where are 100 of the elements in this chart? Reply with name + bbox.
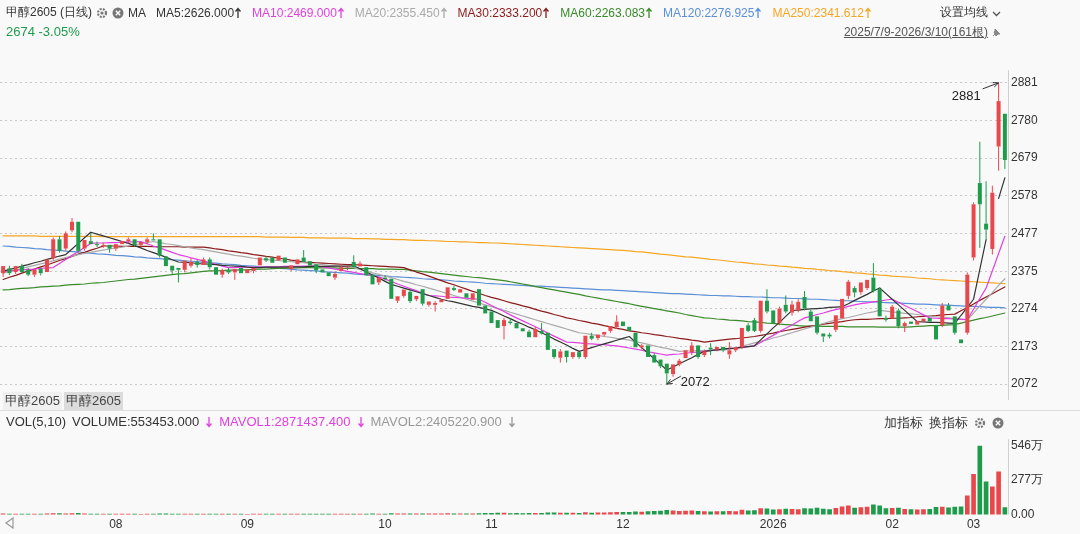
- candlestick: [101, 242, 106, 249]
- legend-label: MA250:2341.612: [772, 5, 864, 20]
- bar: [770, 509, 776, 515]
- candlestick: [414, 295, 419, 302]
- y-tick-label: 2072: [1011, 376, 1039, 391]
- legend-label: MA10:2469.000: [252, 5, 337, 20]
- candlestick: [314, 264, 319, 274]
- bar: [852, 507, 857, 515]
- candlestick: [977, 141, 982, 249]
- legend-label: MA120:2276.925: [663, 5, 755, 20]
- text: MAVOL1:2871437.400: [219, 414, 351, 429]
- candlestick: [940, 302, 945, 328]
- bar: [583, 512, 588, 515]
- candlestick: [664, 363, 669, 385]
- x-tick-label: 02: [885, 517, 900, 532]
- candlestick: [846, 279, 851, 300]
- candlestick: [1, 266, 6, 278]
- candlestick: [19, 263, 24, 273]
- candlestick: [533, 326, 538, 338]
- candlestick: [176, 267, 181, 283]
- candlestick: [833, 315, 838, 333]
- candlestick: [877, 286, 882, 317]
- candlestick: [689, 341, 694, 356]
- bar: [896, 507, 901, 515]
- candlestick: [714, 346, 719, 352]
- candlestick: [558, 348, 563, 364]
- text: 换指标: [929, 414, 968, 432]
- bar: [846, 505, 851, 515]
- candlestick: [639, 345, 644, 351]
- candlestick: [589, 332, 594, 339]
- candlestick: [88, 232, 93, 245]
- candlestick: [132, 239, 137, 248]
- candlestick: [401, 289, 406, 299]
- x-tick-label: 2026: [759, 517, 787, 532]
- candlestick: [564, 350, 569, 364]
- bar: [795, 509, 801, 515]
- x-tick-label: 09: [240, 517, 255, 532]
- bar: [777, 509, 782, 515]
- y-tick-label: 2578: [1011, 188, 1039, 203]
- chart-title: 甲醇2605 (日线): [6, 4, 93, 21]
- candlestick: [232, 269, 237, 281]
- candlestick: [289, 265, 294, 272]
- candlestick: [984, 180, 989, 240]
- candlestick: [95, 241, 100, 248]
- candlestick: [971, 201, 976, 262]
- candlestick: [783, 295, 788, 314]
- candlestick: [739, 327, 744, 350]
- candlestick: [871, 262, 876, 292]
- text: 2674 -3.05%: [6, 24, 80, 39]
- candlestick: [126, 236, 131, 244]
- candlestick: [157, 239, 162, 259]
- candlestick: [883, 315, 888, 323]
- text: 2025/7/9-2026/3/10(161根): [843, 24, 988, 41]
- candlestick: [527, 329, 532, 338]
- candlestick: [51, 236, 56, 261]
- candlestick: [188, 257, 193, 269]
- candlestick: [608, 326, 613, 334]
- x-tick-label: 11: [485, 517, 499, 532]
- candlestick: [82, 240, 87, 252]
- text: 加指标: [884, 414, 923, 432]
- candlestick: [790, 300, 794, 317]
- text: MAVOL2:2405220.900: [370, 414, 502, 429]
- annotation: 甲醇2605: [64, 392, 123, 410]
- candlestick: [420, 289, 425, 307]
- y-tick-label: 2881: [1011, 75, 1039, 90]
- bar: [833, 507, 839, 515]
- x-tick-label: 10: [378, 517, 393, 532]
- text: VOL(5,10): [6, 414, 66, 429]
- candlestick: [70, 217, 74, 233]
- candlestick: [426, 301, 431, 308]
- candlestick: [858, 282, 863, 296]
- text: MA: [128, 5, 147, 20]
- candlestick: [151, 232, 156, 241]
- candlestick: [113, 244, 118, 252]
- candlestick: [145, 236, 150, 245]
- candlestick: [57, 235, 62, 254]
- bar: [758, 508, 764, 515]
- candlestick: [696, 345, 701, 360]
- y-tick-label: 277万: [1011, 472, 1044, 487]
- candlestick: [614, 314, 619, 330]
- candlestick: [727, 341, 732, 360]
- candlestick: [595, 334, 600, 341]
- candlestick: [358, 260, 362, 267]
- candlestick: [32, 269, 37, 278]
- annotation: 甲醇2605: [3, 392, 62, 410]
- candlestick: [76, 221, 81, 254]
- candlestick: [808, 309, 813, 322]
- candlestick: [264, 255, 269, 261]
- annotation: 2072: [680, 373, 710, 389]
- candlestick: [345, 266, 350, 271]
- bar: [977, 445, 983, 515]
- bar: [927, 508, 933, 515]
- candlestick: [583, 335, 588, 360]
- candlestick: [796, 298, 801, 313]
- candlestick: [996, 82, 1001, 172]
- candlestick: [170, 265, 175, 276]
- text: 设置均线: [940, 4, 988, 21]
- x-tick-label: 08: [109, 517, 123, 532]
- candlestick: [251, 267, 256, 274]
- candlestick: [952, 316, 957, 336]
